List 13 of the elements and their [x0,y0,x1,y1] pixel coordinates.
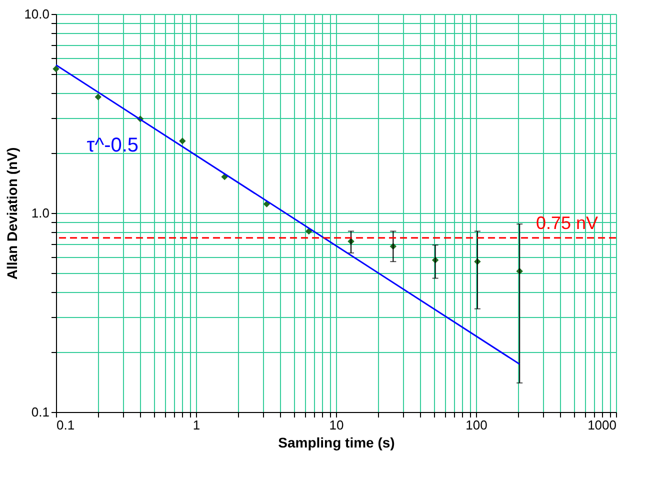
y-tick-label: 10.0 [24,6,50,22]
y-axis-title: Allan Deviation (nV) [4,147,20,280]
point [52,66,60,72]
x-tick-label: 100 [466,418,488,432]
y-tick-label: 0.1 [31,404,50,420]
point [94,94,102,100]
x-tick-label: 10 [329,418,344,432]
point [179,138,186,144]
x-tick-label: 1000 [588,418,616,432]
y-tick-label: 1.0 [31,206,50,220]
x-axis-title: Sampling time (s) [278,434,395,450]
x-tick-label: 1 [192,418,200,432]
x-tick-label: 0.1 [56,418,75,432]
